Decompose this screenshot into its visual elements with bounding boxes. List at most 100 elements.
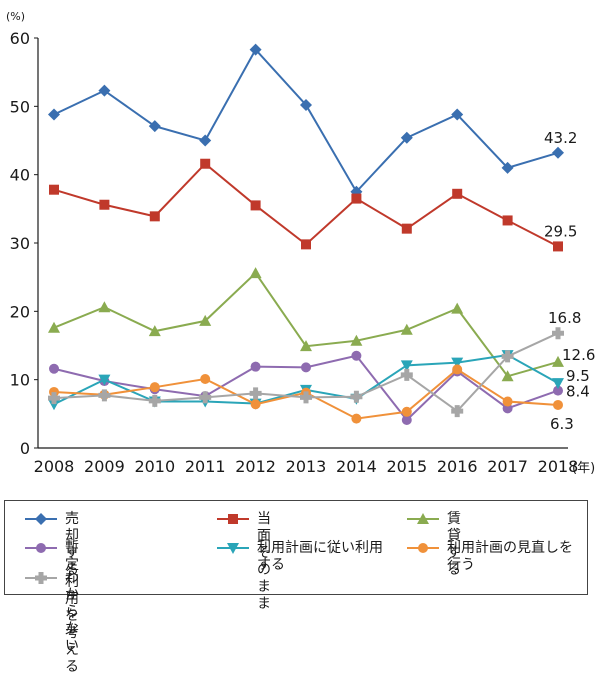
data-point (300, 340, 312, 352)
x-tick-label: 2011 (185, 457, 226, 476)
data-point (400, 360, 413, 372)
data-point (502, 403, 513, 414)
data-point (502, 396, 513, 407)
legend-swatch (407, 513, 439, 524)
data-point (501, 350, 514, 363)
data-point (48, 108, 60, 121)
legend-swatch (407, 543, 439, 553)
series-line (53, 271, 559, 378)
data-point (199, 391, 212, 404)
data-point (300, 391, 312, 404)
data-point (553, 399, 563, 410)
data-point (98, 84, 111, 97)
data-point (350, 334, 363, 346)
legend-label: 利用計画に従い利用 する (257, 540, 383, 573)
series-6 (48, 327, 564, 418)
data-point (301, 362, 311, 373)
series-1 (49, 158, 563, 252)
data-point (199, 134, 212, 147)
data-point (501, 370, 514, 382)
y-tick-label: 20 (10, 302, 30, 321)
data-point (250, 361, 261, 372)
data-point (400, 131, 413, 144)
x-tick-label: 2010 (134, 457, 175, 476)
data-point (351, 413, 362, 424)
legend-marker (35, 513, 47, 525)
data-point (98, 374, 111, 386)
data-point (553, 241, 563, 252)
data-point (501, 161, 514, 174)
data-point (400, 368, 413, 381)
data-point (552, 327, 564, 340)
legend: 売却する 当面そのまま 賃貸する 暫定利用を考える 利用計画に従い利用 する 利用計画の見… (4, 500, 588, 675)
y-tick-label: 40 (10, 166, 30, 185)
legend-marker (227, 543, 239, 554)
legend-marker (418, 543, 428, 553)
legend-marker (36, 543, 46, 553)
x-tick-label: 2008 (34, 457, 75, 476)
legend-swatch (217, 514, 249, 524)
data-point (48, 399, 60, 411)
data-point (148, 120, 161, 133)
data-label: 9.5 (566, 367, 590, 385)
series-layer (48, 43, 564, 425)
data-point (48, 321, 60, 333)
series-2 (48, 267, 564, 382)
data-point (400, 323, 413, 335)
data-point (451, 405, 464, 418)
y-tick-label: 50 (10, 97, 30, 116)
legend-marker (228, 514, 238, 524)
line-chart: (%) (年) 0 10 20 30 40 50 60 2008 2009 2010 2011 201… (6, 10, 595, 476)
data-point (451, 302, 464, 314)
data-point (148, 394, 161, 407)
data-label: 16.8 (548, 309, 581, 327)
data-point (149, 382, 160, 393)
data-point (200, 373, 211, 384)
data-point (250, 399, 261, 410)
data-label: 6.3 (550, 415, 574, 433)
y-tick-label: 10 (10, 371, 30, 390)
data-point (300, 98, 312, 111)
x-tick-label: 2016 (437, 457, 478, 476)
data-point (552, 146, 564, 159)
data-point (401, 406, 412, 417)
legend-label: 利用計画の見直しを 行う (447, 540, 573, 573)
x-tick-label: 2014 (336, 457, 377, 476)
legend-marker (35, 572, 47, 584)
legend-marker (417, 513, 429, 524)
data-point (452, 364, 463, 375)
data-point (98, 301, 111, 313)
data-point (99, 199, 110, 210)
data-point (49, 363, 59, 374)
data-point (351, 350, 362, 361)
data-point (351, 193, 362, 204)
series-line (53, 162, 559, 248)
data-point (249, 267, 262, 279)
y-unit-label: (%) (6, 10, 25, 23)
x-tick-label: 2017 (487, 457, 528, 476)
data-point (149, 211, 160, 222)
data-point (49, 184, 59, 195)
legend-swatch (25, 513, 57, 525)
legend-swatch (25, 572, 57, 584)
data-point (301, 239, 311, 250)
legend-label: わからない (65, 570, 79, 654)
data-point (451, 108, 464, 121)
data-point (553, 385, 563, 396)
data-point (401, 223, 412, 234)
y-tick-label: 60 (10, 29, 30, 48)
data-label: 29.5 (544, 222, 577, 240)
data-point (250, 200, 261, 211)
series-0 (48, 43, 564, 198)
data-point (552, 355, 564, 367)
x-tick-label: 2015 (386, 457, 427, 476)
x-tick-label: 2013 (286, 457, 327, 476)
legend-label: 当面そのまま (257, 511, 271, 612)
y-tick-label: 0 (20, 439, 30, 458)
end-labels: 43.2 29.5 12.6 8.49.5 6.3 16.8 (544, 129, 595, 433)
y-tick-label: 30 (10, 234, 30, 253)
x-unit-label: (年) (572, 461, 595, 476)
data-point (350, 390, 363, 403)
data-point (452, 188, 463, 199)
data-label: 43.2 (544, 129, 577, 147)
